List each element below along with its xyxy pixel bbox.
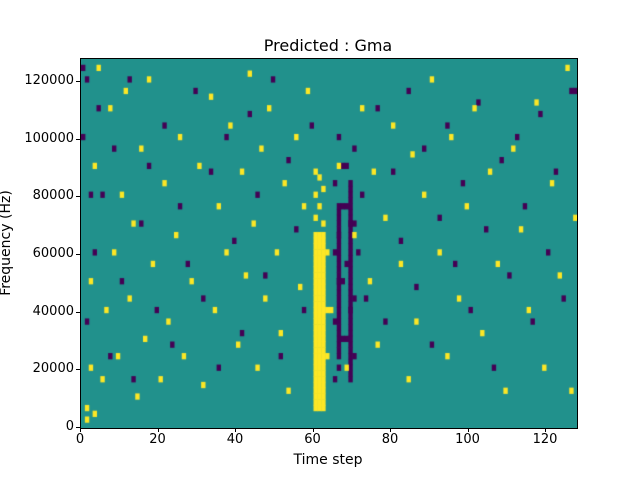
x-tick-mark (157, 428, 159, 432)
y-tick-label: 100000 (24, 130, 74, 146)
plot-area (80, 58, 578, 429)
y-axis-label: Frequency (Hz) (0, 190, 14, 296)
x-tick-label: 80 (381, 432, 399, 447)
x-tick-label: 100 (455, 432, 480, 447)
x-tick-label: 120 (532, 432, 558, 447)
y-tick-mark (76, 427, 80, 428)
y-tick-mark (76, 196, 80, 198)
y-tick-label: 60000 (32, 246, 74, 262)
y-tick-label: 80000 (32, 188, 74, 204)
x-tick-mark (312, 428, 314, 432)
x-tick-label: 0 (75, 432, 85, 447)
y-tick-label: 20000 (32, 361, 74, 377)
x-tick-label: 40 (226, 432, 244, 447)
x-tick-mark (390, 428, 391, 432)
y-tick-mark (76, 81, 80, 83)
x-tick-label: 60 (304, 432, 321, 447)
chart-title: Predicted : Gma (263, 36, 393, 55)
x-tick-mark (235, 428, 236, 432)
y-tick-mark (76, 311, 80, 313)
x-axis-label: Time step (293, 452, 363, 468)
x-tick-label: 20 (149, 432, 166, 447)
y-tick-label: 120000 (24, 73, 74, 89)
x-tick-mark (545, 428, 546, 432)
x-tick-mark (80, 428, 81, 432)
y-tick-mark (76, 254, 80, 256)
y-tick-mark (76, 138, 80, 140)
y-tick-label: 0 (65, 419, 74, 434)
y-tick-mark (76, 369, 80, 371)
x-tick-mark (467, 428, 469, 432)
heatmap-canvas (81, 59, 577, 428)
y-tick-label: 40000 (32, 303, 74, 319)
